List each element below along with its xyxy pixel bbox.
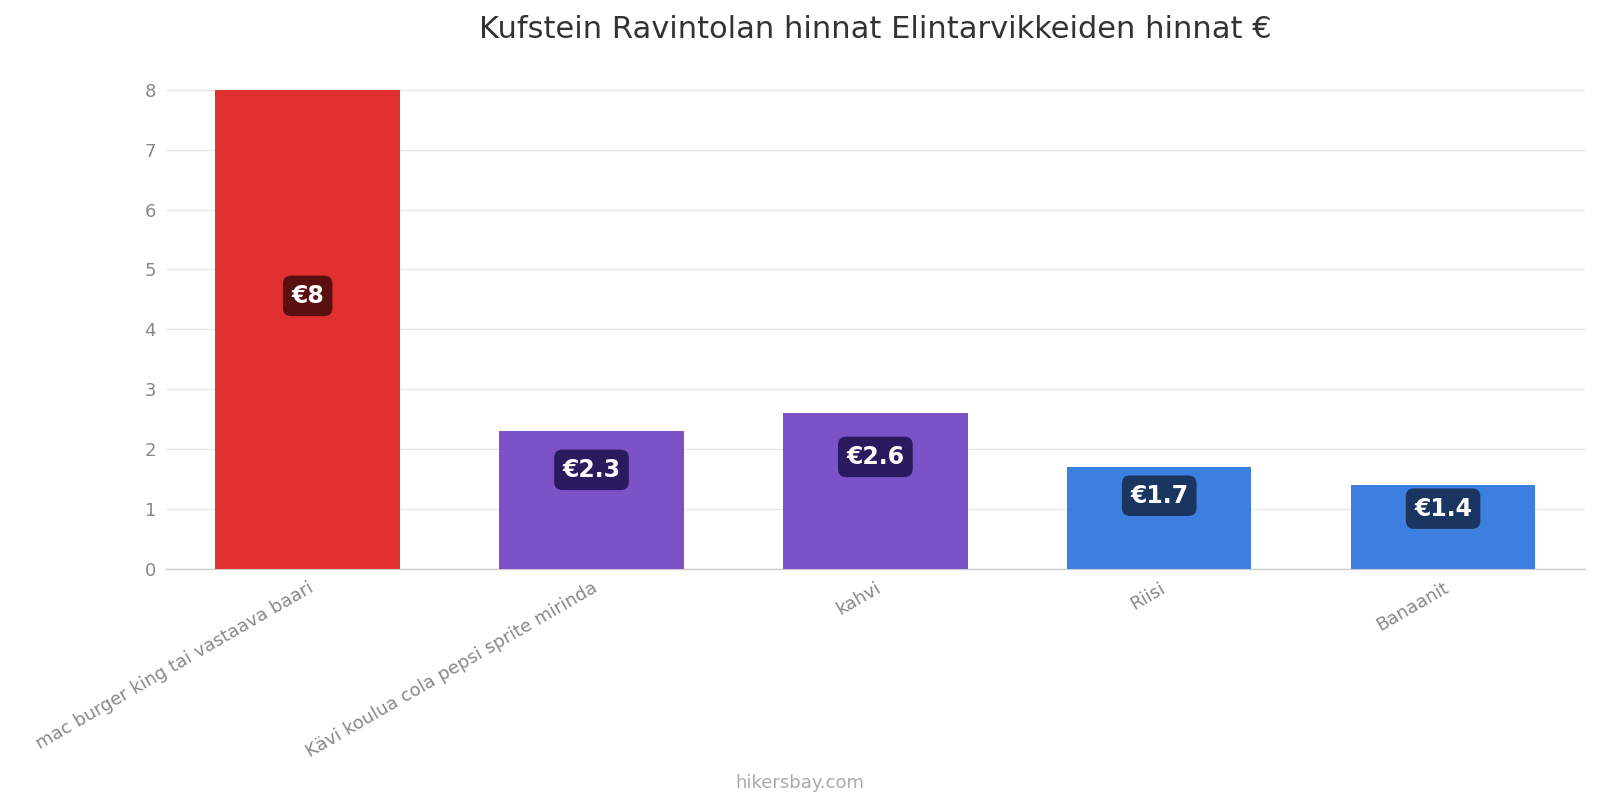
Bar (1067, 467, 1251, 569)
Bar (1350, 485, 1536, 569)
Text: €1.7: €1.7 (1130, 484, 1189, 508)
Bar (216, 90, 400, 569)
Text: €2.3: €2.3 (563, 458, 621, 482)
Text: hikersbay.com: hikersbay.com (736, 774, 864, 792)
Bar (782, 414, 968, 569)
Text: €1.4: €1.4 (1414, 497, 1472, 521)
Text: €2.6: €2.6 (846, 445, 904, 469)
Bar (499, 431, 683, 569)
Title: Kufstein Ravintolan hinnat Elintarvikkeiden hinnat €: Kufstein Ravintolan hinnat Elintarvikkei… (478, 15, 1272, 44)
Text: €8: €8 (291, 284, 325, 308)
